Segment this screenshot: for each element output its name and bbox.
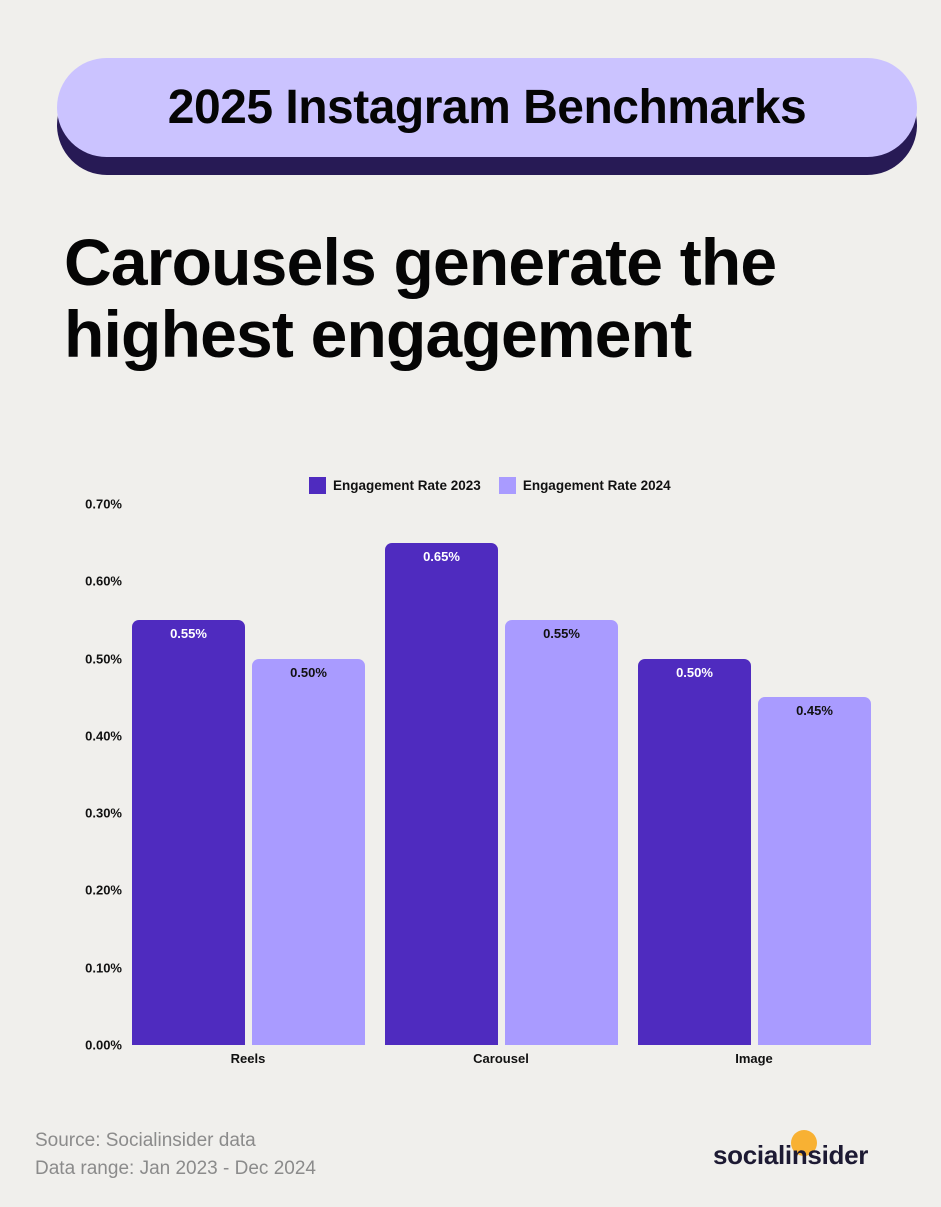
data-range-text: Data range: Jan 2023 - Dec 2024 bbox=[35, 1158, 316, 1179]
footer-source: Source: Socialinsider data Data range: J… bbox=[35, 1127, 316, 1183]
legend-swatch-2023 bbox=[309, 476, 326, 494]
banner-title: 2025 Instagram Benchmarks bbox=[167, 81, 807, 134]
logo-text: socialinsider bbox=[713, 1140, 869, 1170]
x-label-carousel: Carousel bbox=[473, 1051, 529, 1066]
bar-reels-2023: 0.55% bbox=[132, 620, 245, 1045]
chart-legend: Engagement Rate 2023 Engagement Rate 202… bbox=[309, 476, 671, 494]
logo-dot-icon bbox=[791, 1130, 817, 1156]
socialinsider-logo: socialinsider bbox=[713, 1130, 883, 1170]
header-banner: 2025 Instagram Benchmarks bbox=[57, 58, 917, 175]
y-tick: 0.40% bbox=[85, 728, 122, 744]
y-tick: 0.50% bbox=[85, 651, 122, 667]
bar-reels-2024: 0.50% bbox=[252, 659, 365, 1045]
legend-item-2024: Engagement Rate 2024 bbox=[498, 476, 671, 494]
y-tick: 0.20% bbox=[85, 882, 122, 898]
legend-label-2023: Engagement Rate 2023 bbox=[333, 477, 481, 493]
bar-image-2024: 0.45% bbox=[758, 697, 871, 1045]
y-tick: 0.60% bbox=[85, 573, 122, 589]
source-text: Source: Socialinsider data bbox=[35, 1130, 256, 1151]
banner-pill: 2025 Instagram Benchmarks bbox=[57, 58, 917, 157]
legend-item-2023: Engagement Rate 2023 bbox=[309, 476, 481, 494]
x-label-image: Image bbox=[735, 1051, 773, 1066]
bar-image-2023: 0.50% bbox=[638, 659, 751, 1045]
bar-value-label: 0.50% bbox=[290, 665, 327, 680]
legend-label-2024: Engagement Rate 2024 bbox=[522, 477, 671, 493]
bar-carousel-2024: 0.55% bbox=[505, 620, 618, 1045]
bar-value-label: 0.65% bbox=[423, 549, 460, 564]
x-label-reels: Reels bbox=[230, 1051, 266, 1066]
bar-value-label: 0.55% bbox=[543, 626, 580, 641]
bar-value-label: 0.50% bbox=[676, 665, 713, 680]
chart-headline: Carousels generate the highest engagemen… bbox=[64, 225, 777, 371]
y-tick: 0.10% bbox=[85, 960, 122, 976]
y-tick: 0.30% bbox=[85, 805, 122, 821]
y-tick: 0.00% bbox=[85, 1037, 122, 1053]
y-tick: 0.70% bbox=[85, 496, 122, 512]
bar-carousel-2023: 0.65% bbox=[385, 543, 498, 1045]
bar-value-label: 0.55% bbox=[170, 626, 207, 641]
bar-value-label: 0.45% bbox=[796, 703, 833, 718]
legend-swatch-2024 bbox=[498, 476, 516, 494]
